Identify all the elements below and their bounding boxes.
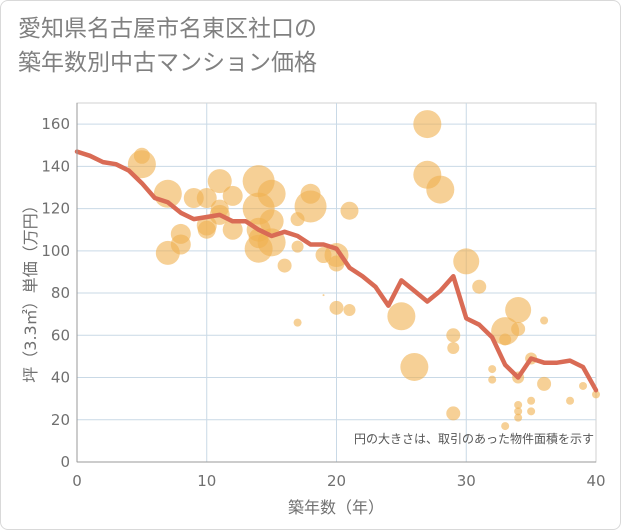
bubble-point xyxy=(592,390,600,399)
bubble-point xyxy=(447,341,460,354)
y-tick-label: 0 xyxy=(60,453,70,471)
bubble-point xyxy=(499,333,512,346)
bubble-point xyxy=(413,110,442,139)
x-tick-label: 10 xyxy=(197,472,216,490)
bubble-point xyxy=(488,375,497,384)
bubble-point xyxy=(197,220,216,239)
y-tick-label: 120 xyxy=(41,200,70,218)
bubble-point xyxy=(277,258,292,273)
x-axis-title: 築年数（年） xyxy=(288,498,384,517)
average-price-line xyxy=(74,149,599,393)
y-axis-title: 坪（3.3㎡）単価（万円） xyxy=(21,197,40,382)
bubble-point xyxy=(505,296,532,323)
bubble-point xyxy=(387,302,416,331)
bubble-point xyxy=(259,209,284,234)
x-tick-label: 0 xyxy=(72,472,82,490)
axes: 0 20 40 60 80 100 120 140 160 0 10 20 30 40 xyxy=(41,103,606,490)
bubble-point xyxy=(446,406,461,421)
bubble-point xyxy=(340,201,359,220)
bubble-point xyxy=(514,413,523,422)
bubble-point xyxy=(514,407,523,416)
bubble-point xyxy=(453,248,480,275)
x-tick-label: 40 xyxy=(586,472,605,490)
grid xyxy=(76,102,597,463)
bubble-point xyxy=(127,150,156,179)
x-tick-label: 30 xyxy=(457,472,476,490)
bubble-point xyxy=(322,294,325,297)
bubble-point xyxy=(527,407,536,416)
bubble-point xyxy=(488,365,497,374)
bubble-point xyxy=(291,240,304,253)
bubble-point xyxy=(426,175,455,204)
bubble-layer xyxy=(127,110,600,431)
bubble-point xyxy=(540,316,549,325)
bubble-point xyxy=(400,352,429,381)
bubble-point xyxy=(527,396,536,405)
bubble-point xyxy=(579,381,588,390)
y-tick-label: 20 xyxy=(51,411,70,429)
y-tick-label: 60 xyxy=(51,326,70,344)
bubble-point xyxy=(514,400,523,409)
bubble-point xyxy=(343,303,356,316)
bubble-point xyxy=(196,188,217,209)
bubble-point xyxy=(472,279,487,294)
bubble-point xyxy=(294,190,327,223)
bubble-point xyxy=(446,328,461,343)
bubble-point xyxy=(293,318,302,327)
bubble-point xyxy=(491,317,520,346)
x-tick-label: 20 xyxy=(327,472,346,490)
y-tick-label: 100 xyxy=(41,242,70,260)
bubble-point xyxy=(501,422,510,431)
y-tick-label: 40 xyxy=(51,369,70,387)
bubble-point xyxy=(329,300,344,315)
line-layer xyxy=(74,149,599,393)
chart-title: 愛知県名古屋市名東区社口の 築年数別中古マンション価格 xyxy=(18,16,317,76)
bubble-point xyxy=(511,321,526,336)
bubble-point xyxy=(222,185,243,206)
bubble-point xyxy=(566,396,575,405)
bubble-point xyxy=(328,255,345,272)
bubble-point xyxy=(207,169,232,194)
size-note: 円の大きさは、取引のあった物件面積を示す xyxy=(354,431,594,446)
bubble-point xyxy=(222,219,243,240)
y-tick-label: 140 xyxy=(41,157,70,175)
y-tick-label: 160 xyxy=(41,115,70,133)
bubble-point xyxy=(257,179,286,208)
bubble-point xyxy=(537,376,552,391)
y-tick-label: 80 xyxy=(51,284,70,302)
bubble-point xyxy=(170,234,191,255)
